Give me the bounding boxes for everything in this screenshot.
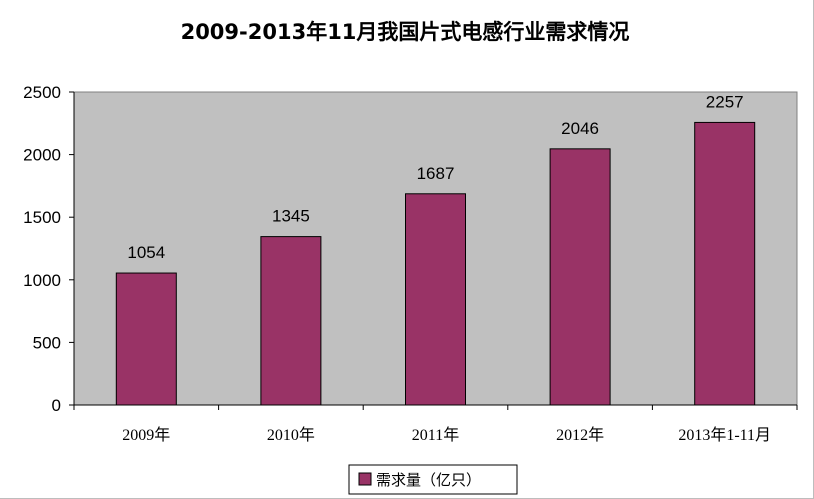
legend: 需求量（亿只） — [348, 464, 518, 495]
x-tick-label: 2012年 — [556, 426, 604, 444]
data-label: 2046 — [561, 119, 599, 138]
bar — [694, 121, 756, 406]
data-labels: 1054 1345 1687 2046 2257 — [127, 92, 743, 262]
data-label: 1687 — [417, 164, 455, 183]
bar — [115, 272, 177, 406]
x-axis: 2009年 2010年 2011年 2012年 2013年1-11月 — [73, 404, 798, 444]
y-axis: 0 500 1000 1500 2000 2500 — [23, 83, 75, 415]
bars — [115, 121, 756, 406]
legend-label: 需求量（亿只） — [376, 471, 481, 489]
y-tick-label: 2500 — [23, 83, 61, 102]
data-label: 2257 — [706, 92, 744, 111]
data-label: 1345 — [272, 207, 310, 226]
data-label: 1054 — [127, 243, 165, 262]
y-tick-label: 1000 — [23, 271, 61, 290]
bar — [405, 193, 466, 406]
x-tick-label: 2013年1-11月 — [678, 426, 771, 444]
chart-title: 2009-2013年11月我国片式电感行业需求情况 — [181, 20, 630, 44]
bar — [549, 148, 611, 406]
y-tick-label: 500 — [33, 333, 61, 352]
y-tick-label: 0 — [52, 396, 61, 415]
x-tick-label: 2009年 — [122, 426, 170, 444]
bar — [260, 236, 322, 406]
legend-swatch — [358, 472, 372, 486]
y-tick-label: 2000 — [23, 146, 61, 165]
legend-box — [348, 464, 518, 495]
x-tick-label: 2011年 — [412, 426, 459, 444]
y-tick-label: 1500 — [23, 208, 61, 227]
x-tick-label: 2010年 — [267, 426, 315, 444]
